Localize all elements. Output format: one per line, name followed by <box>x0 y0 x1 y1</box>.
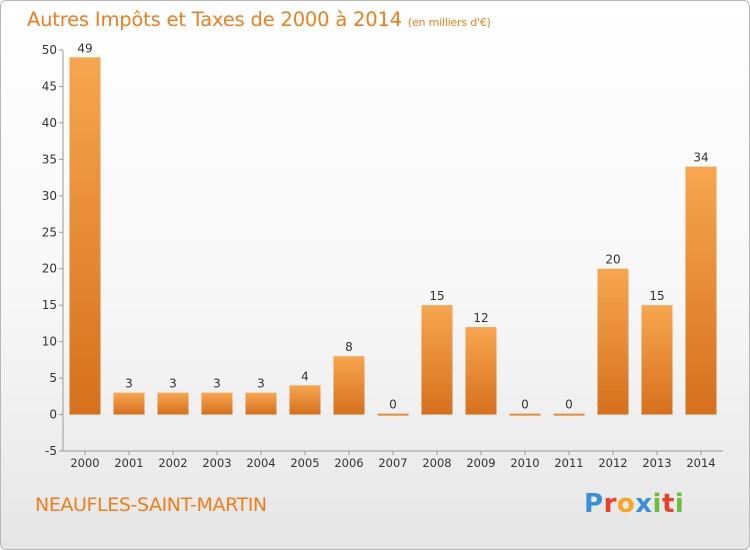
logo-letter: t <box>661 489 675 519</box>
y-tick-label: 45 <box>42 79 57 93</box>
bar <box>597 268 629 415</box>
x-tick-label: 2006 <box>334 456 363 470</box>
x-tick-label: 2009 <box>466 456 495 470</box>
bar <box>421 305 453 415</box>
bar-value-label: 8 <box>345 340 353 354</box>
x-tick-label: 2007 <box>378 456 407 470</box>
bars <box>69 57 717 416</box>
bar <box>377 413 409 416</box>
logo-letter: i <box>652 489 662 519</box>
bar-value-label: 15 <box>649 289 664 303</box>
chart-title: Autres Impôts et Taxes de 2000 à 2014 (en… <box>27 8 491 31</box>
bar <box>465 327 497 415</box>
y-tick-label: 15 <box>42 298 57 312</box>
x-tick-label: 2003 <box>202 456 231 470</box>
bar-value-label: 0 <box>565 398 573 412</box>
y-tick-label: 40 <box>42 116 57 130</box>
bar-value-label: 0 <box>521 398 529 412</box>
y-tick-label: 0 <box>49 408 57 422</box>
x-tick-label: 2012 <box>598 456 627 470</box>
bar-value-label: 4 <box>301 369 309 383</box>
logo-letter: P <box>584 489 604 519</box>
commune-name: NEAUFLES-SAINT-MARTIN <box>35 494 267 516</box>
bar <box>553 413 585 416</box>
x-tick-label: 2002 <box>158 456 187 470</box>
bar-value-label: 34 <box>693 151 708 165</box>
y-tick-label: 35 <box>42 152 57 166</box>
logo-letter: x <box>635 489 653 519</box>
x-tick-label: 2014 <box>686 456 715 470</box>
bar <box>333 356 365 415</box>
bar <box>113 392 145 415</box>
bar-value-label: 12 <box>473 311 488 325</box>
bar-value-label: 15 <box>429 289 444 303</box>
bar-value-label: 3 <box>169 377 177 391</box>
bar <box>289 385 321 415</box>
x-tick-label: 2011 <box>554 456 583 470</box>
bar-value-label: 3 <box>257 377 265 391</box>
bar <box>157 392 189 415</box>
logo-letter: i <box>674 489 685 519</box>
y-tick-label: 50 <box>42 43 57 57</box>
proxiti-logo[interactable]: Proxiti <box>584 489 684 519</box>
bar <box>69 57 101 415</box>
y-tick-label: -5 <box>45 444 57 458</box>
x-tick-label: 2005 <box>290 456 319 470</box>
bar <box>641 305 673 415</box>
bar <box>201 392 233 415</box>
bar-value-label: 3 <box>125 377 133 391</box>
bar <box>509 413 541 416</box>
x-tick-label: 2010 <box>510 456 539 470</box>
chart-unit: (en milliers d'€) <box>407 16 491 29</box>
bar-value-label: 20 <box>605 253 620 267</box>
y-tick-label: 5 <box>49 371 57 385</box>
y-tick-label: 30 <box>42 189 57 203</box>
bar <box>685 166 717 415</box>
chart-title-text: Autres Impôts et Taxes de 2000 à 2014 <box>27 8 402 31</box>
x-tick-label: 2013 <box>642 456 671 470</box>
x-tick-label: 2008 <box>422 456 451 470</box>
bar-value-label: 0 <box>389 398 397 412</box>
x-tick-label: 2000 <box>70 456 99 470</box>
bar-value-label: 49 <box>77 41 92 55</box>
bar <box>245 392 277 415</box>
x-tick-label: 2004 <box>246 456 275 470</box>
bar-value-label: 3 <box>213 377 221 391</box>
x-tick-label: 2001 <box>114 456 143 470</box>
logo-letter: o <box>616 489 636 519</box>
y-tick-label: 25 <box>42 225 57 239</box>
logo-letter: r <box>603 489 617 519</box>
y-tick-label: 10 <box>42 335 57 349</box>
y-tick-label: 20 <box>42 262 57 276</box>
